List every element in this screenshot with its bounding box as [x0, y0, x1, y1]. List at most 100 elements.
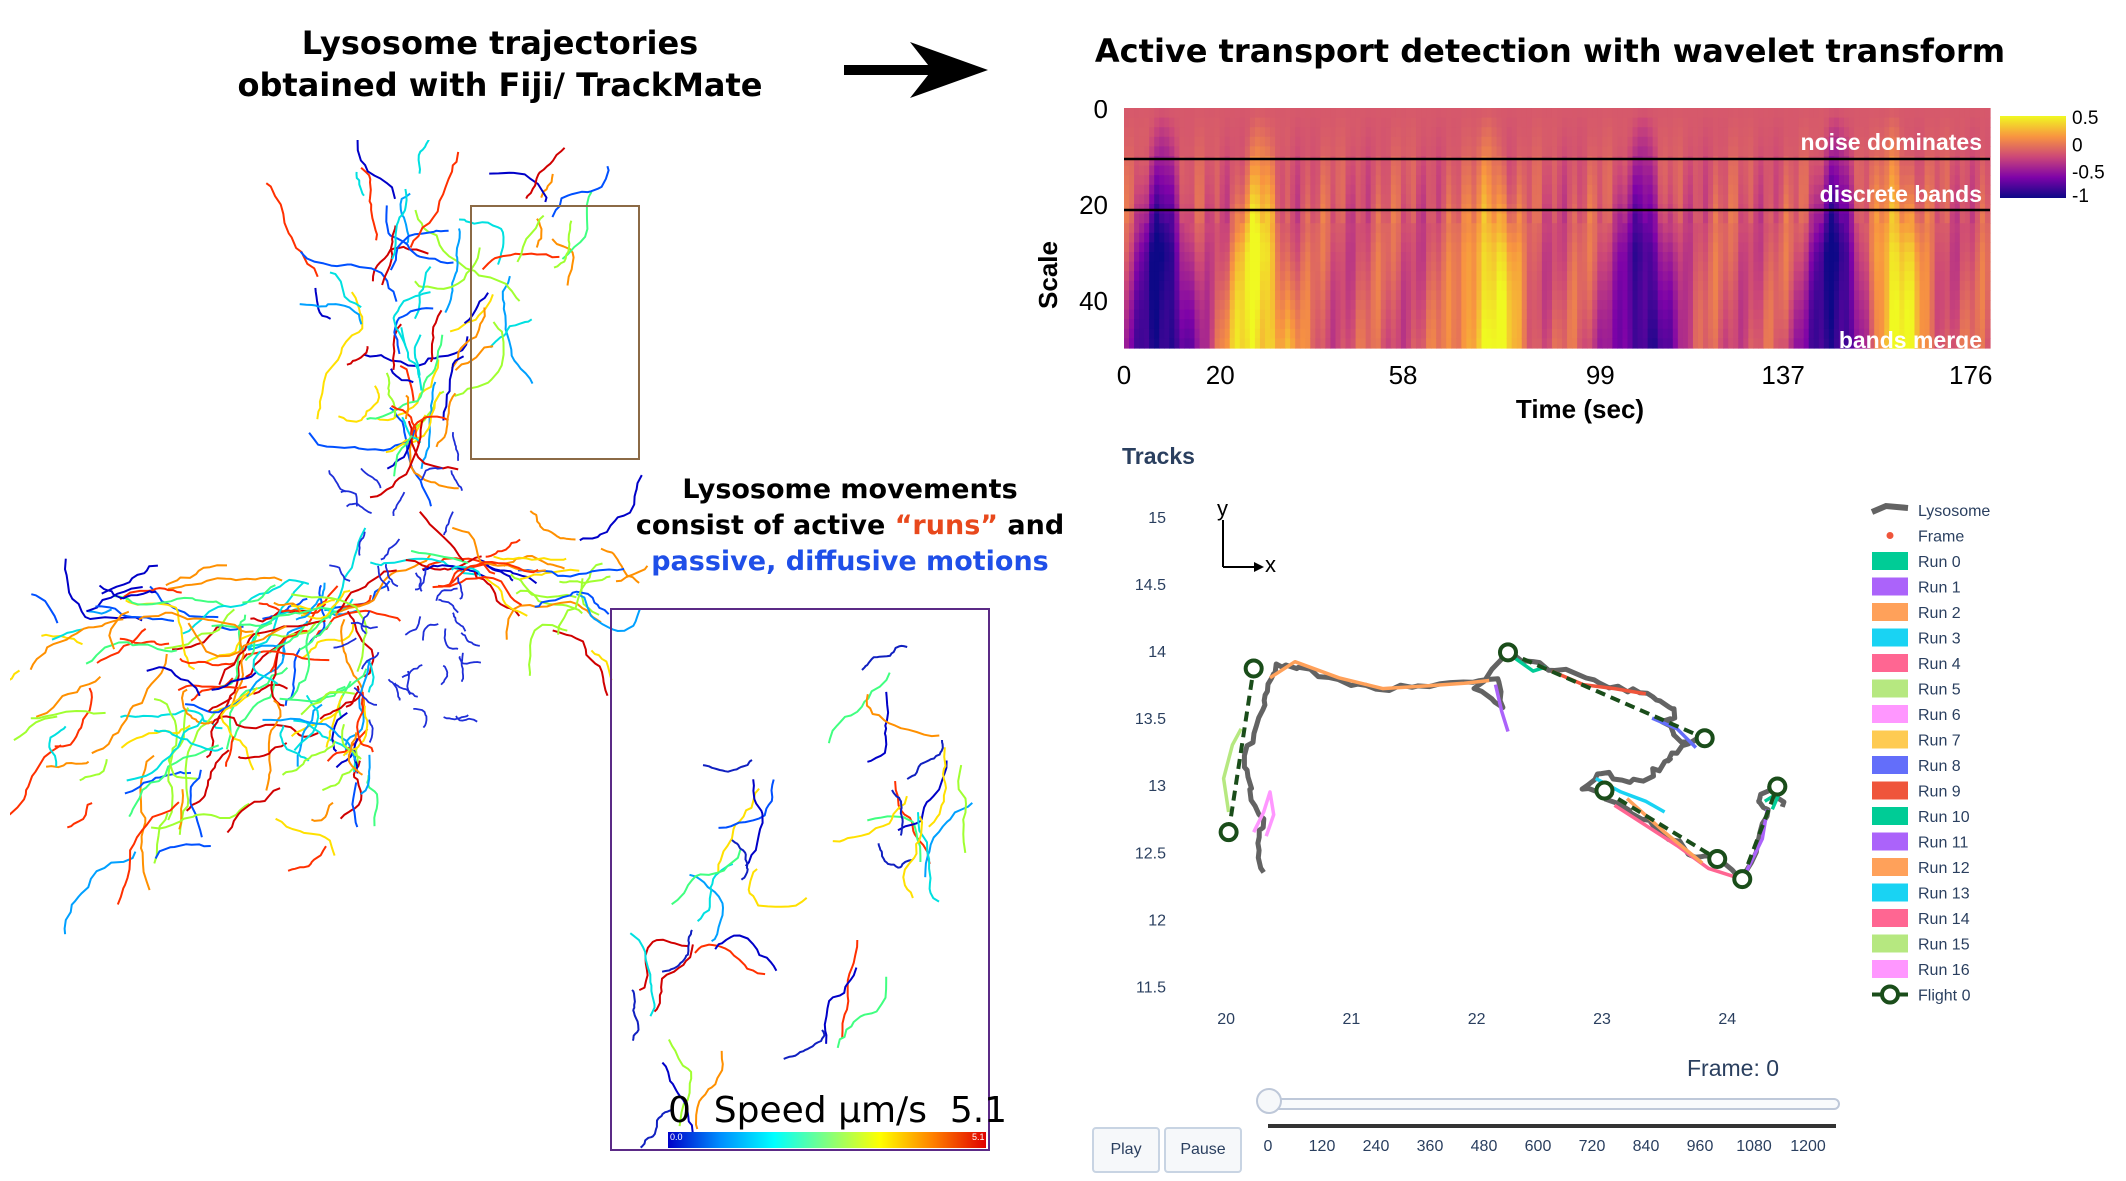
- heatmap-cell: [1390, 117, 1397, 128]
- heatmap-cell: [1264, 328, 1271, 339]
- heatmap-cell: [1612, 165, 1619, 176]
- heatmap-cell: [1355, 309, 1362, 320]
- heatmap-cell: [1692, 300, 1699, 311]
- heatmap-cell: [1743, 175, 1749, 186]
- heatmap-cell: [1562, 319, 1568, 330]
- heatmap-cell: [1129, 290, 1135, 301]
- legend-item[interactable]: Run 4: [1872, 654, 1961, 673]
- heatmap-cell: [1244, 242, 1251, 253]
- legend-item[interactable]: Run 9: [1872, 781, 1961, 801]
- heatmap-cell: [1979, 280, 1986, 291]
- heatmap-cell: [1647, 108, 1654, 119]
- heatmap-cell: [1828, 175, 1835, 186]
- heatmap-cell: [1657, 146, 1664, 157]
- heatmap-cell: [1838, 232, 1845, 243]
- legend-item[interactable]: Run 12: [1872, 858, 1970, 877]
- heatmap-cell: [1350, 252, 1357, 263]
- heatmap-cell: [1224, 127, 1231, 138]
- legend-item[interactable]: Lysosome: [1870, 502, 1990, 520]
- heatmap-cell: [1944, 271, 1951, 282]
- heatmap-cell: [1667, 165, 1674, 176]
- heatmap-cell: [1677, 300, 1684, 311]
- heatmap-cell: [1214, 117, 1221, 128]
- legend-item[interactable]: Run 8: [1872, 756, 1961, 775]
- heatmap-cell: [1602, 184, 1608, 195]
- heatmap-cell: [1778, 252, 1785, 263]
- heatmap-cell: [1129, 223, 1135, 234]
- legend-item[interactable]: Run 3: [1872, 628, 1961, 648]
- legend-item[interactable]: Frame: [1886, 529, 1965, 546]
- frame-slider-handle[interactable]: [1256, 1088, 1282, 1114]
- heatmap-cell: [1390, 261, 1397, 272]
- heatmap-cell: [1134, 328, 1140, 339]
- heatmap-cell: [1194, 117, 1201, 128]
- heatmap-cell: [1506, 165, 1513, 176]
- heatmap-cell: [1204, 232, 1211, 243]
- legend-item[interactable]: Run 7: [1872, 730, 1961, 750]
- legend-item[interactable]: Run 11: [1872, 832, 1969, 852]
- trajectory-path: [10, 744, 62, 816]
- heatmap-cell: [1637, 338, 1644, 349]
- heatmap-cell: [1854, 319, 1860, 330]
- legend-item[interactable]: Run 5: [1872, 679, 1961, 699]
- heatmap-cell: [1682, 328, 1689, 339]
- heatmap-cell: [1179, 271, 1186, 282]
- play-button[interactable]: Play: [1092, 1127, 1160, 1173]
- heatmap-cell: [1823, 165, 1830, 176]
- heatmap-cell: [1139, 232, 1145, 243]
- heatmap-cell: [1854, 232, 1860, 243]
- legend-item[interactable]: Run 14: [1872, 909, 1970, 928]
- heatmap-cell: [1350, 127, 1357, 138]
- legend-item[interactable]: Run 1: [1872, 577, 1961, 597]
- heatmap-cell: [1687, 338, 1694, 349]
- legend-item[interactable]: Run 13: [1872, 883, 1970, 903]
- heatmap-cell: [1723, 271, 1729, 282]
- heatmap-cell: [1828, 309, 1835, 320]
- heatmap-cell: [1395, 300, 1402, 311]
- legend-item[interactable]: Run 0: [1872, 552, 1961, 571]
- heatmap-cell: [1551, 271, 1558, 282]
- heatmap-cell: [1587, 338, 1593, 349]
- heatmap-cell: [1592, 156, 1598, 167]
- heatmap-cell: [1934, 194, 1941, 205]
- heatmap-cell: [1124, 175, 1130, 186]
- legend-item[interactable]: Run 6: [1872, 705, 1961, 724]
- legend-item[interactable]: Run 15: [1872, 934, 1970, 954]
- heatmap-cell: [1476, 146, 1483, 157]
- heatmap-cell: [1682, 280, 1689, 291]
- heatmap-cell: [1305, 136, 1311, 147]
- trajectory-path: [302, 622, 355, 659]
- heatmap-cell: [1184, 319, 1191, 330]
- heatmap-cell: [1471, 338, 1478, 349]
- heatmap-cell: [1662, 184, 1669, 195]
- heatmap-cell: [1823, 319, 1830, 330]
- heatmap-cell: [1365, 223, 1372, 234]
- heatmap-cell: [1410, 271, 1417, 282]
- frame-slider-rail[interactable]: [1258, 1098, 1840, 1110]
- heatmap-cell: [1969, 136, 1976, 147]
- heatmap-cell: [1914, 156, 1921, 167]
- pause-button[interactable]: Pause: [1164, 1127, 1242, 1173]
- heatmap-cell: [1426, 223, 1432, 234]
- heatmap-cell: [1808, 252, 1815, 263]
- legend-item[interactable]: Run 10: [1872, 807, 1970, 826]
- heatmap-cell: [1677, 165, 1684, 176]
- legend-item[interactable]: Run 16: [1872, 960, 1970, 979]
- heatmap-cell: [1854, 271, 1860, 282]
- heatmap-cell: [1481, 175, 1488, 186]
- legend-item[interactable]: Flight 0: [1872, 984, 1971, 1005]
- legend-item[interactable]: Run 2: [1872, 603, 1961, 622]
- heatmap-cell: [1974, 290, 1981, 301]
- heatmap-cell: [1400, 271, 1407, 282]
- heatmap-cell: [1869, 127, 1875, 138]
- heatmap-cell: [1395, 271, 1402, 282]
- heatmap-cell: [1622, 213, 1629, 224]
- heatmap-cell: [1854, 184, 1860, 195]
- heatmap-cell: [1426, 108, 1432, 119]
- heatmap-cell: [1159, 127, 1165, 138]
- heatmap-cell: [1360, 300, 1367, 311]
- heatmap-cell: [1763, 271, 1770, 282]
- heatmap-cell: [1431, 280, 1437, 291]
- heatmap-cell: [1234, 290, 1241, 301]
- heatmap-cell: [1290, 319, 1296, 330]
